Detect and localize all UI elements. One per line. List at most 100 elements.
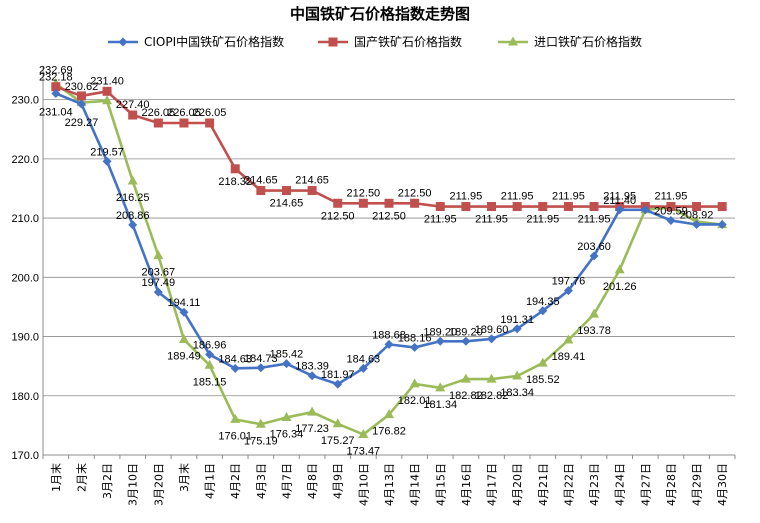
data-label: 197.49 xyxy=(142,277,176,289)
data-point-square xyxy=(102,86,112,96)
data-label: 189.49 xyxy=(167,351,201,363)
data-point-diamond xyxy=(487,334,497,344)
data-label: 173.47 xyxy=(347,445,381,457)
data-label: 211.95 xyxy=(552,191,585,203)
data-label: 212.50 xyxy=(398,187,432,199)
data-label: 182.82 xyxy=(475,390,509,402)
legend-item: CIOPI中国铁矿石价格指数 xyxy=(108,34,284,49)
data-point-triangle xyxy=(563,334,574,344)
data-point-diamond xyxy=(230,363,240,373)
data-label: 193.78 xyxy=(577,325,611,337)
data-label: 175.27 xyxy=(321,435,355,447)
data-label: 184.73 xyxy=(244,353,278,365)
data-point-triangle xyxy=(512,370,523,380)
data-point-triangle xyxy=(332,418,343,428)
data-label: 189.20 xyxy=(449,326,483,338)
data-point-square xyxy=(76,91,86,101)
legend-label: 国产铁矿石价格指数 xyxy=(354,34,462,49)
data-label: 211.95 xyxy=(578,214,611,226)
data-label: 189.20 xyxy=(423,326,457,338)
data-point-square xyxy=(230,164,240,174)
data-point-square xyxy=(717,202,727,212)
y-tick-label: 230.0 xyxy=(11,95,39,107)
data-point-square xyxy=(51,82,61,92)
data-point-triangle xyxy=(486,373,497,383)
data-label: 216.25 xyxy=(116,192,150,204)
x-tick-label: 3月2日 xyxy=(101,463,114,499)
data-point-diamond xyxy=(461,336,471,346)
data-label: 203.67 xyxy=(142,267,176,279)
data-point-diamond xyxy=(589,251,599,261)
data-label: 211.95 xyxy=(526,214,559,226)
data-point-square xyxy=(461,202,471,212)
data-label: 176.01 xyxy=(218,430,252,442)
data-point-square xyxy=(666,202,676,212)
data-point-diamond xyxy=(640,205,650,215)
x-tick-label: 4月1日 xyxy=(204,463,217,499)
x-tick-label: 4月2日 xyxy=(229,463,242,499)
data-point-square xyxy=(435,202,445,212)
data-label: 183.34 xyxy=(500,387,534,399)
x-tick-label: 4月15日 xyxy=(434,463,447,506)
data-point-square xyxy=(153,118,163,128)
data-point-triangle xyxy=(537,357,548,367)
data-point-triangle xyxy=(307,406,318,416)
data-point-triangle xyxy=(435,382,446,392)
data-label: 226.05 xyxy=(193,107,227,119)
data-point-square xyxy=(333,198,343,208)
x-tick-label: 4月23日 xyxy=(588,463,601,506)
data-label: 209.59 xyxy=(654,206,688,218)
data-label: 214.65 xyxy=(295,175,329,187)
data-point-diamond xyxy=(118,37,128,47)
data-label: 182.82 xyxy=(449,390,483,402)
data-point-diamond xyxy=(717,219,727,229)
data-label: 185.42 xyxy=(270,349,304,361)
data-point-diamond xyxy=(615,205,625,215)
data-point-triangle xyxy=(153,250,164,260)
legend-label: CIOPI中国铁矿石价格指数 xyxy=(144,34,284,49)
legend-label: 进口铁矿石价格指数 xyxy=(534,34,642,49)
x-tick-label: 4月13日 xyxy=(383,463,396,506)
data-point-triangle xyxy=(409,378,420,388)
data-point-square xyxy=(307,186,317,196)
data-label: 212.50 xyxy=(347,187,381,199)
x-tick-label: 4月16日 xyxy=(460,463,473,506)
data-point-square xyxy=(410,198,420,208)
y-tick-label: 210.0 xyxy=(11,213,39,225)
x-tick-label: 4月22日 xyxy=(562,463,575,506)
x-axis-ticks: 1月末 2月末 3月2日 3月10日 3月20日 3月末 4月1日 4月2日 4月3日 4月7日 4… xyxy=(49,463,729,506)
series-layer xyxy=(50,78,728,438)
data-label: 219.57 xyxy=(90,146,124,158)
data-label: 182.01 xyxy=(398,395,432,407)
data-label: 211.95 xyxy=(424,214,457,226)
y-tick-label: 220.0 xyxy=(11,154,39,166)
data-point-diamond xyxy=(563,286,573,296)
x-tick-label: 4月27日 xyxy=(639,463,652,506)
series-square xyxy=(51,82,727,212)
x-tick-label: 4月3日 xyxy=(255,463,268,499)
x-tick-label: 4月20日 xyxy=(511,463,524,506)
data-label: 194.35 xyxy=(526,296,560,308)
x-tick-label: 3月10日 xyxy=(127,463,140,506)
x-tick-label: 4月24日 xyxy=(614,463,627,506)
data-point-triangle xyxy=(384,409,394,419)
y-tick-label: 200.0 xyxy=(11,272,39,284)
data-label: 176.34 xyxy=(270,428,304,440)
data-point-square xyxy=(179,118,189,128)
data-label: 231.40 xyxy=(90,75,124,87)
data-label: 177.23 xyxy=(295,423,329,435)
y-tick-label: 190.0 xyxy=(11,332,39,344)
data-label: 194.11 xyxy=(168,297,201,309)
data-point-square xyxy=(281,186,291,196)
data-label: 214.65 xyxy=(244,175,278,187)
data-point-diamond xyxy=(102,156,112,166)
series-diamond xyxy=(51,88,727,389)
data-label: 229.27 xyxy=(65,117,99,129)
data-point-triangle xyxy=(358,428,369,438)
legend-item: 国产铁矿石价格指数 xyxy=(318,34,462,49)
x-tick-label: 4月10日 xyxy=(357,463,370,506)
y-tick-label: 180.0 xyxy=(11,391,39,403)
data-label: 227.40 xyxy=(116,99,150,111)
data-label: 226.05 xyxy=(142,107,176,119)
